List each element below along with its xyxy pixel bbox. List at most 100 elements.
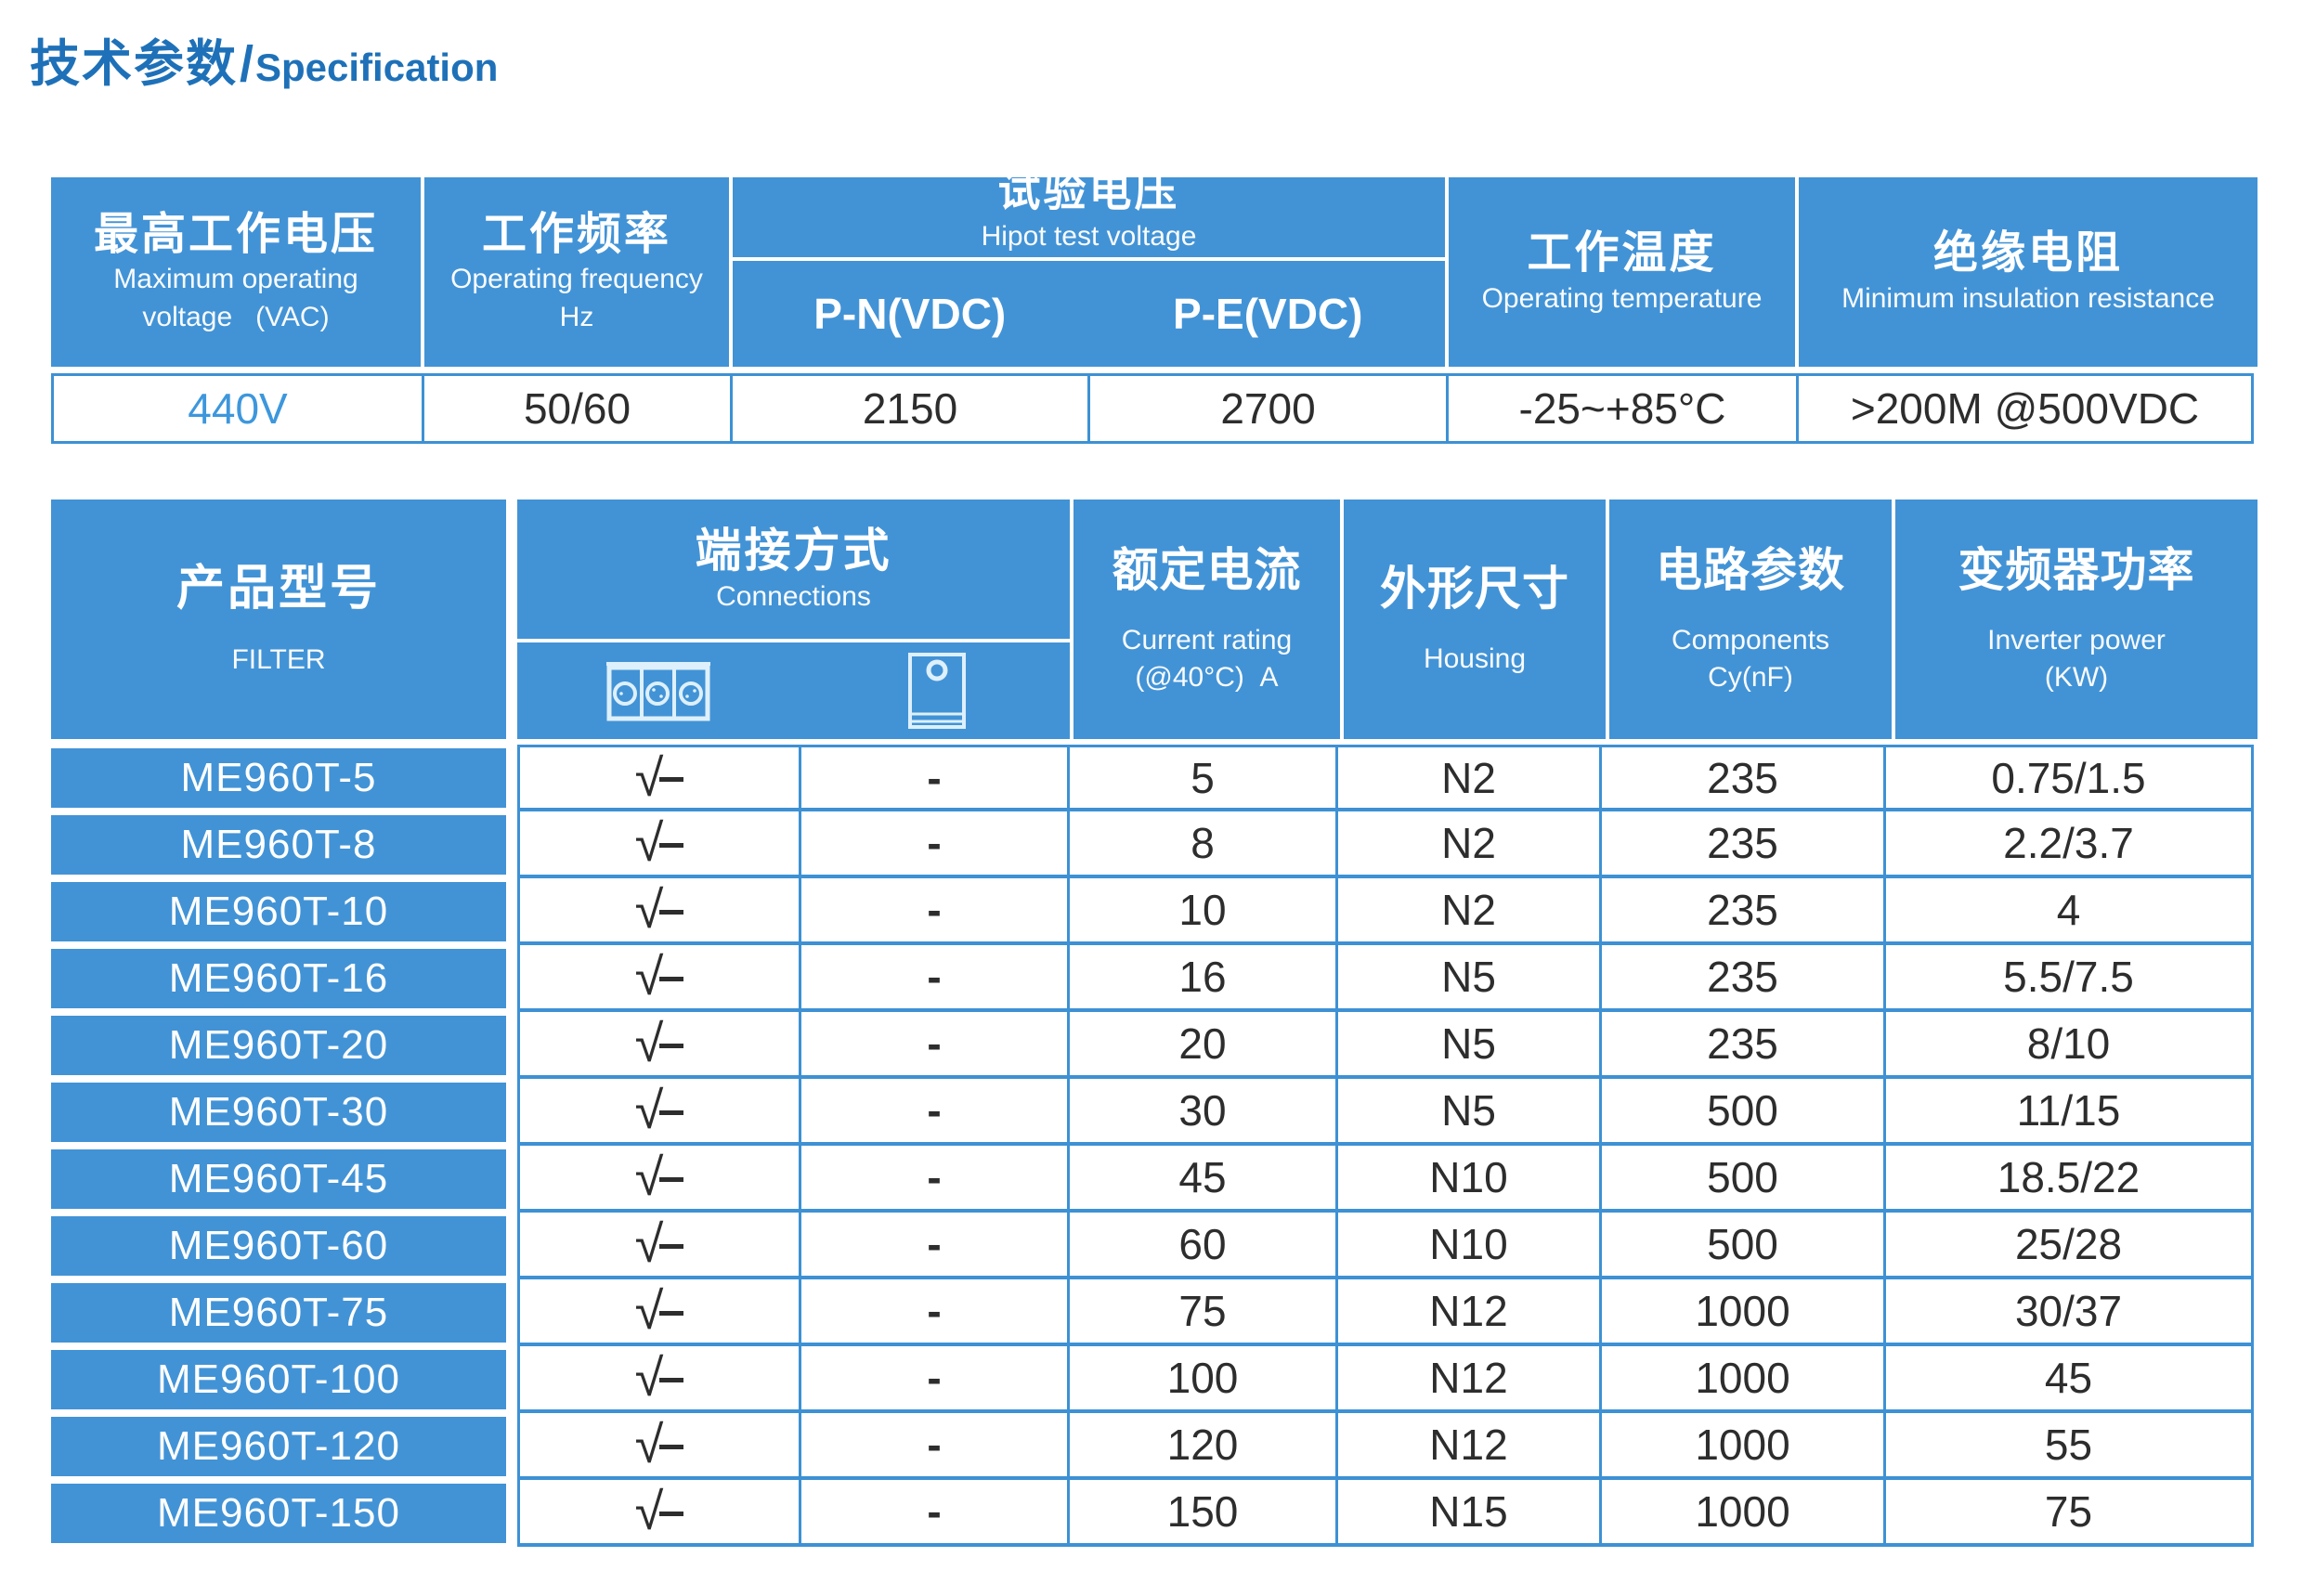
table-row: ME960T-150 √ - 150 N15 1000 75 — [51, 1480, 2254, 1547]
table-row: ME960T-30 √ - 30 N5 500 11/15 — [51, 1079, 2254, 1146]
tab-connection-cell: - — [801, 1279, 1070, 1346]
product-header-row: 产品型号 FILTER 端接方式 Connections — [51, 500, 2257, 739]
connections-cn: 端接方式 — [695, 524, 892, 577]
terminal-connection-cell: √ — [517, 811, 801, 878]
model-cell: ME960T-10 — [51, 882, 506, 941]
components-cell: 235 — [1602, 878, 1886, 945]
check-vinculum — [659, 976, 684, 981]
check-vinculum — [659, 1109, 684, 1115]
components-cell: 500 — [1602, 1146, 1886, 1213]
check-vinculum — [659, 1243, 684, 1249]
components-en2: Cy(nF) — [1708, 662, 1793, 693]
product-col-connections-group: 端接方式 Connections — [517, 500, 1070, 739]
connections-label: 端接方式 Connections — [517, 500, 1070, 639]
tab-connection-cell: - — [801, 945, 1070, 1012]
frequency-en1: Operating frequency — [450, 264, 703, 295]
check-mark: √ — [634, 1148, 664, 1206]
components-cell: 235 — [1602, 745, 1886, 811]
current-cn: 额定电流 — [1112, 543, 1302, 596]
inverter-power-cell: 2.2/3.7 — [1886, 811, 2254, 878]
housing-cell: N5 — [1338, 945, 1602, 1012]
terminal-connection-cell: √ — [517, 1480, 801, 1547]
tab-connection-cell: - — [801, 1413, 1070, 1480]
current-cell: 120 — [1070, 1413, 1338, 1480]
tab-connection-cell: - — [801, 1346, 1070, 1413]
housing-cell: N5 — [1338, 1079, 1602, 1146]
spec-col-max-voltage: 最高工作电压 Maximum operating voltage (VAC) — [51, 177, 421, 367]
components-cell: 235 — [1602, 1012, 1886, 1079]
check-mark: √ — [634, 1415, 664, 1473]
current-en2: (@40°C) A — [1135, 662, 1279, 693]
components-cell: 500 — [1602, 1213, 1886, 1279]
insulation-en: Minimum insulation resistance — [1841, 282, 2215, 314]
current-cell: 16 — [1070, 945, 1338, 1012]
components-en1: Components — [1671, 624, 1830, 655]
model-cell: ME960T-20 — [51, 1016, 506, 1075]
insulation-cn: 绝缘电阻 — [1932, 227, 2123, 278]
terminal-connection-cell: √ — [517, 1079, 801, 1146]
check-vinculum — [659, 777, 684, 782]
spec-header-row: 最高工作电压 Maximum operating voltage (VAC) 工… — [51, 167, 2257, 367]
terminal-connection-cell: √ — [517, 1346, 801, 1413]
housing-en: Housing — [1423, 642, 1527, 674]
tab-connection-cell: - — [801, 811, 1070, 878]
page-title-en: Specification — [255, 45, 499, 89]
check-vinculum — [659, 1310, 684, 1316]
page-title-cn: 技术参数 — [30, 36, 238, 92]
page-title-separator: / — [240, 36, 254, 92]
value-max-voltage: 440V — [51, 373, 424, 444]
inverter-power-cell: 8/10 — [1886, 1012, 2254, 1079]
components-cell: 1000 — [1602, 1346, 1886, 1413]
table-row: ME960T-16 √ - 16 N5 235 5.5/7.5 — [51, 945, 2254, 1012]
product-col-inverter: 变频器功率 Inverter power (KW) — [1895, 500, 2257, 739]
inverter-en2: (KW) — [2044, 662, 2109, 693]
product-rows: ME960T-5 √ - 5 N2 235 0.75/1.5 ME960T-8 … — [51, 745, 2254, 1547]
check-mark: √ — [634, 1281, 664, 1340]
tab-connection-cell: - — [801, 1480, 1070, 1547]
table-row: ME960T-20 √ - 20 N5 235 8/10 — [51, 1012, 2254, 1079]
table-row: ME960T-10 √ - 10 N2 235 4 — [51, 878, 2254, 945]
max-voltage-en2: voltage (VAC) — [142, 301, 330, 332]
housing-cell: N12 — [1338, 1413, 1602, 1480]
tab-connection-cell: - — [801, 1213, 1070, 1279]
terminal-connection-cell: √ — [517, 945, 801, 1012]
model-cell: ME960T-150 — [51, 1484, 506, 1543]
hipot-subcolumns: P-N(VDC) P-E(VDC) — [733, 257, 1445, 367]
terminal-block-icon — [517, 642, 800, 739]
model-cell: ME960T-5 — [51, 748, 506, 808]
inverter-power-cell: 45 — [1886, 1346, 2254, 1413]
spec-col-hipot-group: 试验电压 Hipot test voltage P-N(VDC) P-E(VDC… — [733, 167, 1445, 367]
components-cell: 235 — [1602, 811, 1886, 878]
product-col-housing: 外形尺寸 Housing — [1344, 500, 1606, 739]
hipot-en: Hipot test voltage — [981, 220, 1197, 252]
hipot-label: 试验电压 Hipot test voltage — [733, 167, 1445, 257]
tab-connection-cell: - — [801, 1146, 1070, 1213]
terminal-connection-cell: √ — [517, 1146, 801, 1213]
model-cn: 产品型号 — [176, 561, 381, 616]
components-cell: 235 — [1602, 945, 1886, 1012]
current-en1: Current rating — [1121, 624, 1293, 655]
housing-cell: N5 — [1338, 1012, 1602, 1079]
model-cell: ME960T-16 — [51, 949, 506, 1008]
tab-connection-cell: - — [801, 1079, 1070, 1146]
check-mark: √ — [634, 813, 664, 872]
components-cell: 500 — [1602, 1079, 1886, 1146]
table-row: ME960T-45 √ - 45 N10 500 18.5/22 — [51, 1146, 2254, 1213]
tab-connection-cell: - — [801, 745, 1070, 811]
table-row: ME960T-8 √ - 8 N2 235 2.2/3.7 — [51, 811, 2254, 878]
tab-connection-cell: - — [801, 878, 1070, 945]
table-row: ME960T-75 √ - 75 N12 1000 30/37 — [51, 1279, 2254, 1346]
check-vinculum — [659, 1511, 684, 1516]
check-mark: √ — [634, 1214, 664, 1273]
temperature-en: Operating temperature — [1481, 282, 1763, 314]
model-cell: ME960T-120 — [51, 1417, 506, 1476]
product-col-model: 产品型号 FILTER — [51, 500, 506, 739]
inverter-power-cell: 18.5/22 — [1886, 1146, 2254, 1213]
table-row: ME960T-100 √ - 100 N12 1000 45 — [51, 1346, 2254, 1413]
housing-cell: N15 — [1338, 1480, 1602, 1547]
terminal-connection-cell: √ — [517, 1213, 801, 1279]
current-cell: 30 — [1070, 1079, 1338, 1146]
check-vinculum — [659, 1444, 684, 1449]
inverter-power-cell: 30/37 — [1886, 1279, 2254, 1346]
